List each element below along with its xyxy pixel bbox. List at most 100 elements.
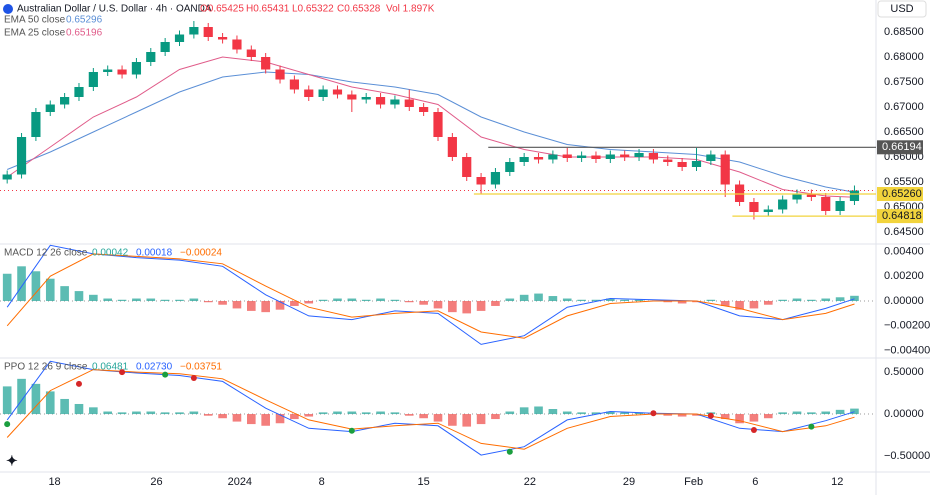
histogram-bar: [548, 296, 558, 301]
y-tick-label: 0.65500: [884, 176, 924, 188]
histogram-bar: [606, 411, 615, 415]
candle-body: [476, 177, 486, 185]
histogram-bar: [692, 414, 701, 416]
histogram-bar: [333, 411, 342, 415]
level-label: 0.66194: [882, 141, 922, 153]
histogram-bar: [562, 298, 572, 301]
candle-body: [60, 97, 70, 105]
x-tick-label: 29: [623, 476, 635, 488]
x-tick-label: 22: [524, 476, 536, 488]
histogram-bar: [261, 414, 270, 426]
signal-dot: [162, 371, 169, 378]
signal-dot: [4, 421, 11, 428]
histogram-bar: [749, 301, 759, 309]
histogram-bar: [620, 412, 629, 415]
histogram-bar: [247, 301, 256, 311]
histogram-bar: [591, 412, 601, 415]
histogram-bar: [60, 398, 69, 415]
candle-body: [548, 154, 558, 160]
y-tick-label: 0.68500: [884, 26, 924, 38]
level-label: 0.65260: [882, 188, 922, 200]
ohlc-low: L0.65322: [292, 4, 334, 15]
histogram-bar: [591, 299, 601, 301]
histogram-bar: [462, 414, 472, 427]
x-tick-label: 12: [831, 476, 843, 488]
histogram-bar: [347, 298, 357, 301]
histogram-bar: [175, 412, 184, 415]
y-tick-label: 0.00200: [884, 270, 924, 282]
histogram-bar: [404, 301, 414, 303]
histogram-bar: [74, 291, 84, 301]
candle-body: [677, 162, 687, 167]
y-tick-label: 0.00000: [884, 295, 924, 307]
candle-body: [533, 157, 544, 160]
histogram-bar: [562, 411, 572, 415]
tv-logo: ✦: [6, 453, 18, 469]
candle-body: [304, 89, 314, 97]
candle-body: [763, 209, 773, 212]
signal-dot: [348, 427, 355, 434]
histogram-bar: [175, 299, 184, 301]
histogram-bar: [548, 409, 558, 415]
histogram-bar: [720, 414, 730, 420]
legend-value: 0.00018: [136, 248, 173, 259]
legend-name: MACD 12 26 close: [4, 248, 88, 259]
histogram-bar: [807, 299, 816, 301]
legend-name: EMA 25 close: [4, 28, 66, 39]
histogram-bar: [505, 411, 515, 415]
histogram-bar: [218, 301, 227, 305]
histogram-bar: [146, 411, 156, 415]
y-tick-label: 0.67500: [884, 76, 924, 88]
histogram-bar: [577, 412, 586, 415]
candle-body: [246, 49, 256, 57]
candle-body: [663, 159, 673, 162]
histogram-bar: [160, 299, 170, 301]
histogram-bar: [117, 412, 127, 415]
candle-body: [45, 104, 55, 112]
histogram-bar: [778, 412, 787, 415]
histogram-bar: [534, 406, 543, 415]
candle-body: [691, 161, 702, 167]
y-tick-label: −0.50000: [884, 450, 930, 462]
histogram-bar: [519, 407, 529, 415]
signal-dot: [750, 426, 757, 433]
histogram-bar: [390, 412, 400, 415]
currency[interactable]: USD: [890, 3, 913, 15]
candle-body: [318, 89, 328, 97]
candle-body: [404, 99, 414, 107]
histogram-bar: [792, 411, 802, 415]
histogram-bar: [203, 414, 213, 416]
candle-body: [562, 154, 572, 158]
histogram-bar: [17, 378, 26, 415]
candle-body: [174, 34, 185, 42]
signal-dot: [190, 375, 197, 382]
histogram-bar: [476, 301, 486, 311]
candle-body: [16, 137, 27, 175]
legend-value: 0.02730: [136, 362, 173, 373]
level-tag: [877, 209, 923, 224]
candle-body: [447, 137, 457, 157]
histogram-bar: [419, 414, 428, 419]
oscillator-line: [6, 253, 855, 339]
legend-name: PPO 12 26 9 close: [4, 362, 88, 373]
histogram-bar: [476, 414, 486, 425]
candle-body: [806, 193, 816, 197]
candle-body: [433, 112, 443, 137]
candle-body: [390, 99, 400, 105]
histogram-bar: [117, 299, 127, 301]
candle-body: [648, 153, 659, 160]
volume: Vol 1.897K: [386, 4, 435, 15]
currency-button[interactable]: [877, 0, 927, 18]
candle-body: [462, 157, 472, 177]
y-tick-label: 0.50000: [884, 366, 924, 378]
legend-value: 0.06481: [92, 362, 129, 373]
histogram-bar: [433, 301, 443, 309]
candle-body: [577, 155, 587, 158]
histogram-bar: [677, 414, 687, 417]
legend-value: −0.03751: [180, 362, 222, 373]
candle-body: [835, 201, 845, 211]
histogram-bar: [835, 297, 845, 301]
histogram-bar: [361, 299, 371, 301]
candle-body: [275, 69, 285, 80]
